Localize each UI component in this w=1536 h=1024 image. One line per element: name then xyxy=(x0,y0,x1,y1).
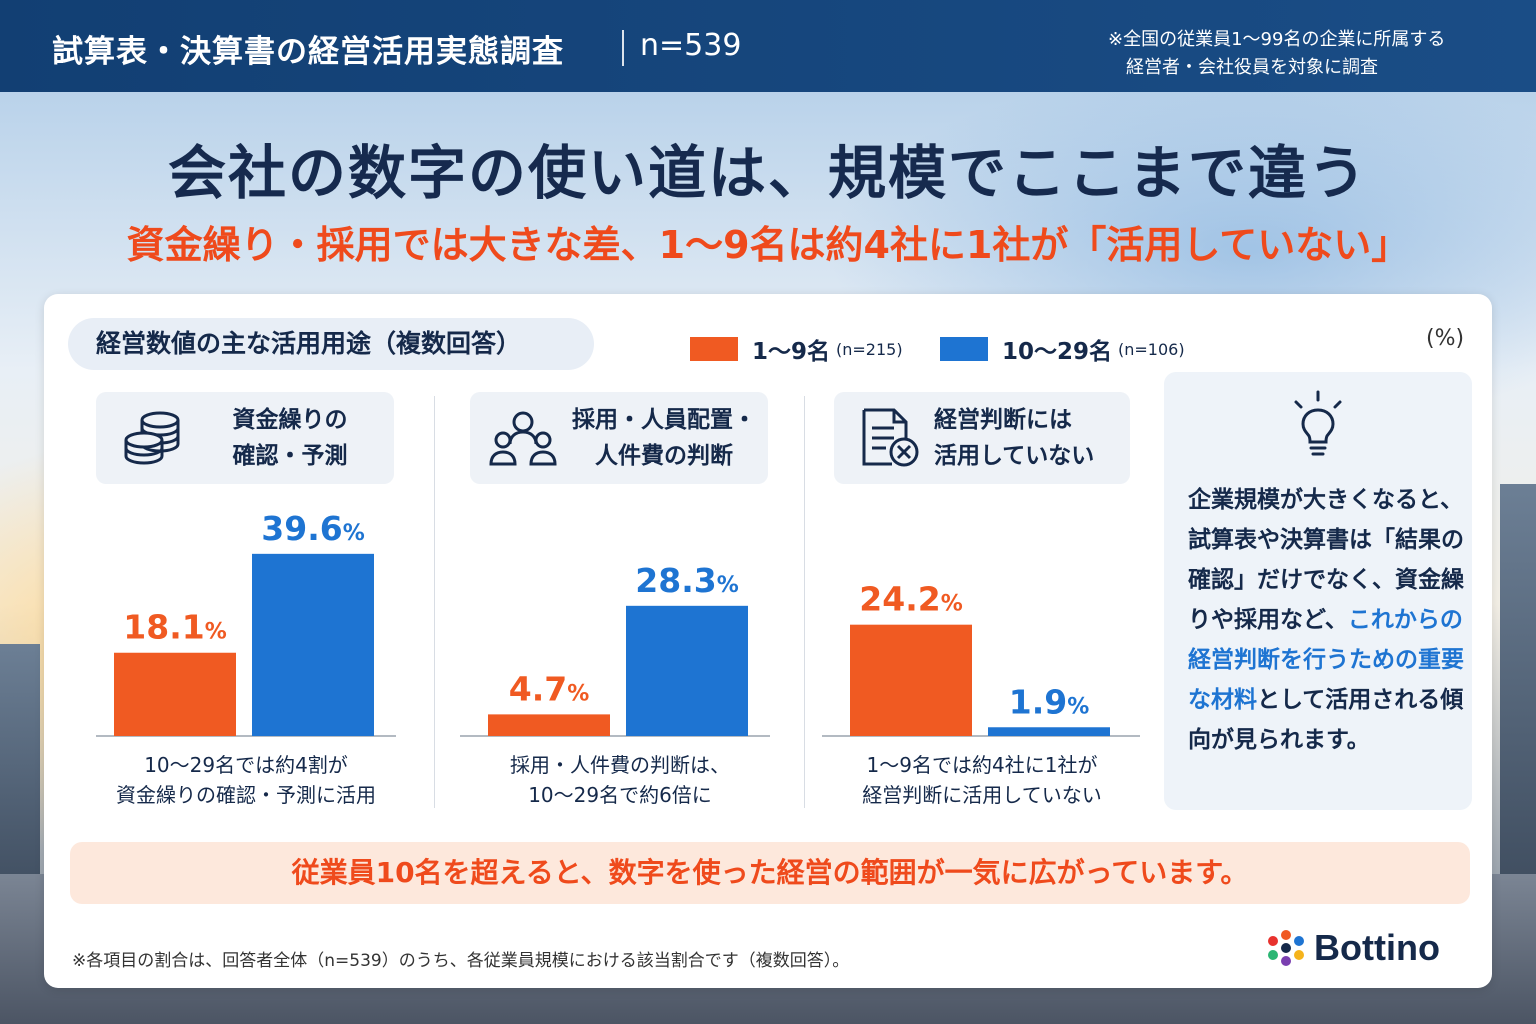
legend-swatch-blue xyxy=(940,337,988,361)
bar-value-label: 4.7% xyxy=(509,669,590,708)
legend-item-small: 1〜9名 (n=215) xyxy=(690,332,903,366)
key-message-banner: 従業員10名を超えると、数字を使った経営の範囲が一気に広がっています。 xyxy=(70,842,1470,904)
group-divider xyxy=(804,396,805,808)
caption-hiring: 採用・人件費の判断は、 10〜29名で約6倍に xyxy=(510,753,730,807)
bar-small-0 xyxy=(114,652,236,736)
footnote: ※各項目の割合は、回答者全体（n=539）のうち、各従業員規模における該当割合で… xyxy=(72,951,850,971)
unit-label: (%) xyxy=(1426,326,1465,351)
document-x-icon xyxy=(862,408,919,467)
bar-value-label: 39.6% xyxy=(261,509,364,548)
legend-label: 1〜9名 xyxy=(752,339,831,365)
caption-not-used: 1〜9名では約4社に1社が 経営判断に活用していない xyxy=(862,753,1102,807)
category-card-hiring: 採用・人員配置・ 人件費の判断 xyxy=(470,392,768,484)
bar-small-2 xyxy=(850,624,972,736)
bar-value-label: 18.1% xyxy=(123,608,226,647)
people-icon xyxy=(489,411,557,466)
header-separator xyxy=(622,30,624,66)
group-divider xyxy=(434,396,435,808)
bar-medium-0 xyxy=(252,553,374,736)
coins-icon xyxy=(124,411,180,465)
legend-swatch-orange xyxy=(690,337,738,361)
survey-title: 試算表・決算書の経営活用実態調査 xyxy=(52,34,564,70)
bar-value-label: 28.3% xyxy=(635,561,738,600)
sample-size: n=539 xyxy=(640,28,742,63)
header-bar: 試算表・決算書の経営活用実態調査 n=539 ※全国の従業員1〜99名の企業に所… xyxy=(0,0,1536,92)
background-building xyxy=(0,644,40,904)
brand-logo: Bottino xyxy=(1266,926,1440,970)
insight-text: 企業規模が大きくなると、試算表や決算書は「結果の確認」だけでなく、資金繰りや採用… xyxy=(1188,487,1464,753)
bottino-logo-icon xyxy=(1268,930,1304,966)
bar-medium-2 xyxy=(988,727,1110,736)
bar-medium-1 xyxy=(626,605,748,736)
legend-label: 10〜29名 xyxy=(1002,339,1113,365)
section-label: 経営数値の主な活用用途（複数回答） xyxy=(68,318,594,370)
bar-value-label: 24.2% xyxy=(859,580,962,619)
legend-n: (n=215) xyxy=(836,339,903,359)
subheadline: 資金繰り・採用では大きな差、1〜9名は約4社に1社が「活用していない」 xyxy=(126,223,1410,267)
headline: 会社の数字の使い道は、規模でここまで違う xyxy=(167,139,1368,207)
background-building xyxy=(1500,484,1536,904)
legend-item-medium: 10〜29名 (n=106) xyxy=(940,332,1185,366)
survey-note: ※全国の従業員1〜99名の企業に所属する 経営者・会社役員を対象に調査 xyxy=(1108,29,1446,78)
category-card-cashflow: 資金繰りの 確認・予測 xyxy=(96,392,394,484)
bar-value-label: 1.9% xyxy=(1009,682,1090,721)
lightbulb-icon xyxy=(1294,390,1342,456)
insight-card: 企業規模が大きくなると、試算表や決算書は「結果の確認」だけでなく、資金繰りや採用… xyxy=(1164,372,1472,810)
category-card-not-used: 経営判断には 活用していない xyxy=(834,392,1130,484)
caption-cashflow: 10〜29名では約4割が 資金繰りの確認・予測に活用 xyxy=(116,753,376,807)
brand-name: Bottino xyxy=(1314,927,1440,968)
bar-small-1 xyxy=(488,714,610,736)
legend-n: (n=106) xyxy=(1118,339,1185,359)
